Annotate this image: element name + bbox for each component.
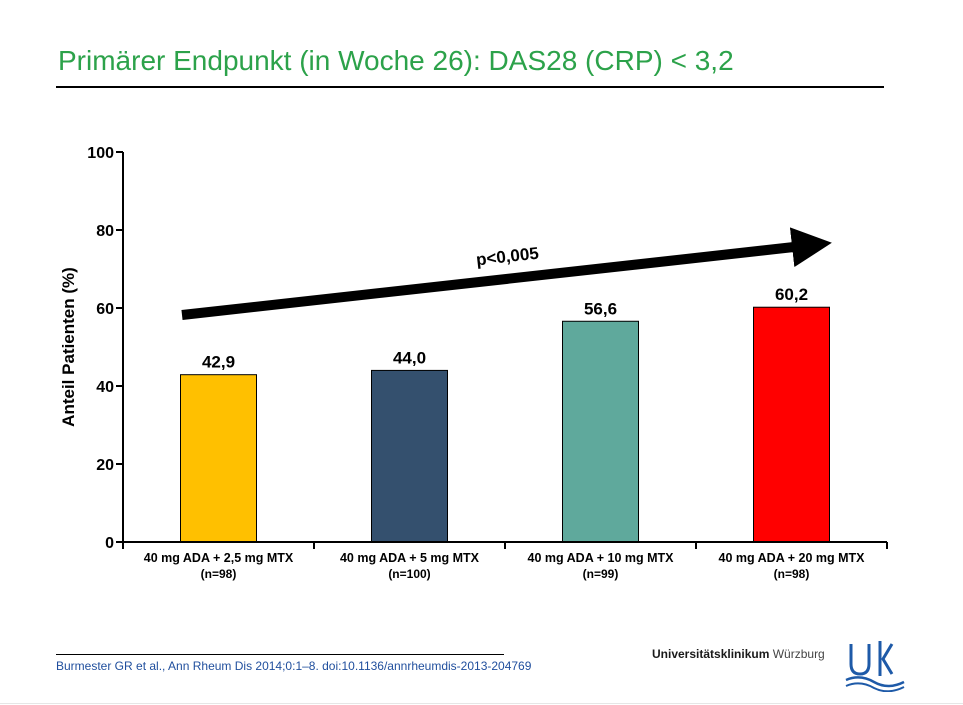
x-category-label: 40 mg ADA + 2,5 mg MTX <box>144 551 294 565</box>
ukw-logo-icon <box>845 641 905 692</box>
x-sample-size-label: (n=99) <box>583 567 619 581</box>
university-logo: Universitätsklinikum Würzburg <box>652 636 912 692</box>
title-divider <box>56 86 884 88</box>
y-tick-label: 20 <box>96 457 114 474</box>
bar-value-label: 42,9 <box>202 353 235 372</box>
bar-chart: 0 20 40 60 80 100 42,9 44,0 56,6 60,2 40 mg ADA … <box>59 145 888 581</box>
bar <box>562 320 639 543</box>
logo-wordmark: Universitätsklinikum Würzburg <box>652 647 825 661</box>
bars: 42,9 44,0 56,6 60,2 <box>180 285 830 543</box>
bar <box>753 306 830 543</box>
citation-text: Burmester GR et al., Ann Rheum Dis 2014;… <box>56 659 532 673</box>
y-tick-label: 40 <box>96 379 114 396</box>
bar-value-label: 44,0 <box>393 348 426 367</box>
x-axis-ticks: 40 mg ADA + 2,5 mg MTX (n=98) 40 mg ADA + … <box>122 542 888 581</box>
logo-name-light: Würzburg <box>772 647 825 661</box>
citation-divider <box>56 654 504 655</box>
logo-name-bold: Universitätsklinikum <box>652 647 770 661</box>
bar-value-label: 56,6 <box>584 299 617 318</box>
bar-value-label: 60,2 <box>775 285 808 304</box>
x-category-label: 40 mg ADA + 20 mg MTX <box>719 551 866 565</box>
trend-annotation: p<0,005 <box>475 244 540 270</box>
y-tick-label: 0 <box>105 535 114 552</box>
bar <box>180 374 257 543</box>
y-axis-ticks: 0 20 40 60 80 100 <box>87 145 123 552</box>
slide-title: Primärer Endpunkt (in Woche 26): DAS28 (… <box>58 45 734 76</box>
y-tick-label: 100 <box>87 145 114 162</box>
x-sample-size-label: (n=98) <box>774 567 810 581</box>
y-tick-label: 80 <box>96 223 114 240</box>
y-axis-label: Anteil Patienten (%) <box>59 267 78 427</box>
bar <box>371 369 448 543</box>
footer-divider <box>0 703 963 704</box>
y-tick-label: 60 <box>96 301 114 318</box>
x-category-label: 40 mg ADA + 10 mg MTX <box>528 551 675 565</box>
x-category-label: 40 mg ADA + 5 mg MTX <box>340 551 480 565</box>
x-sample-size-label: (n=98) <box>201 567 237 581</box>
x-sample-size-label: (n=100) <box>388 567 430 581</box>
trend-arrow <box>181 227 832 320</box>
